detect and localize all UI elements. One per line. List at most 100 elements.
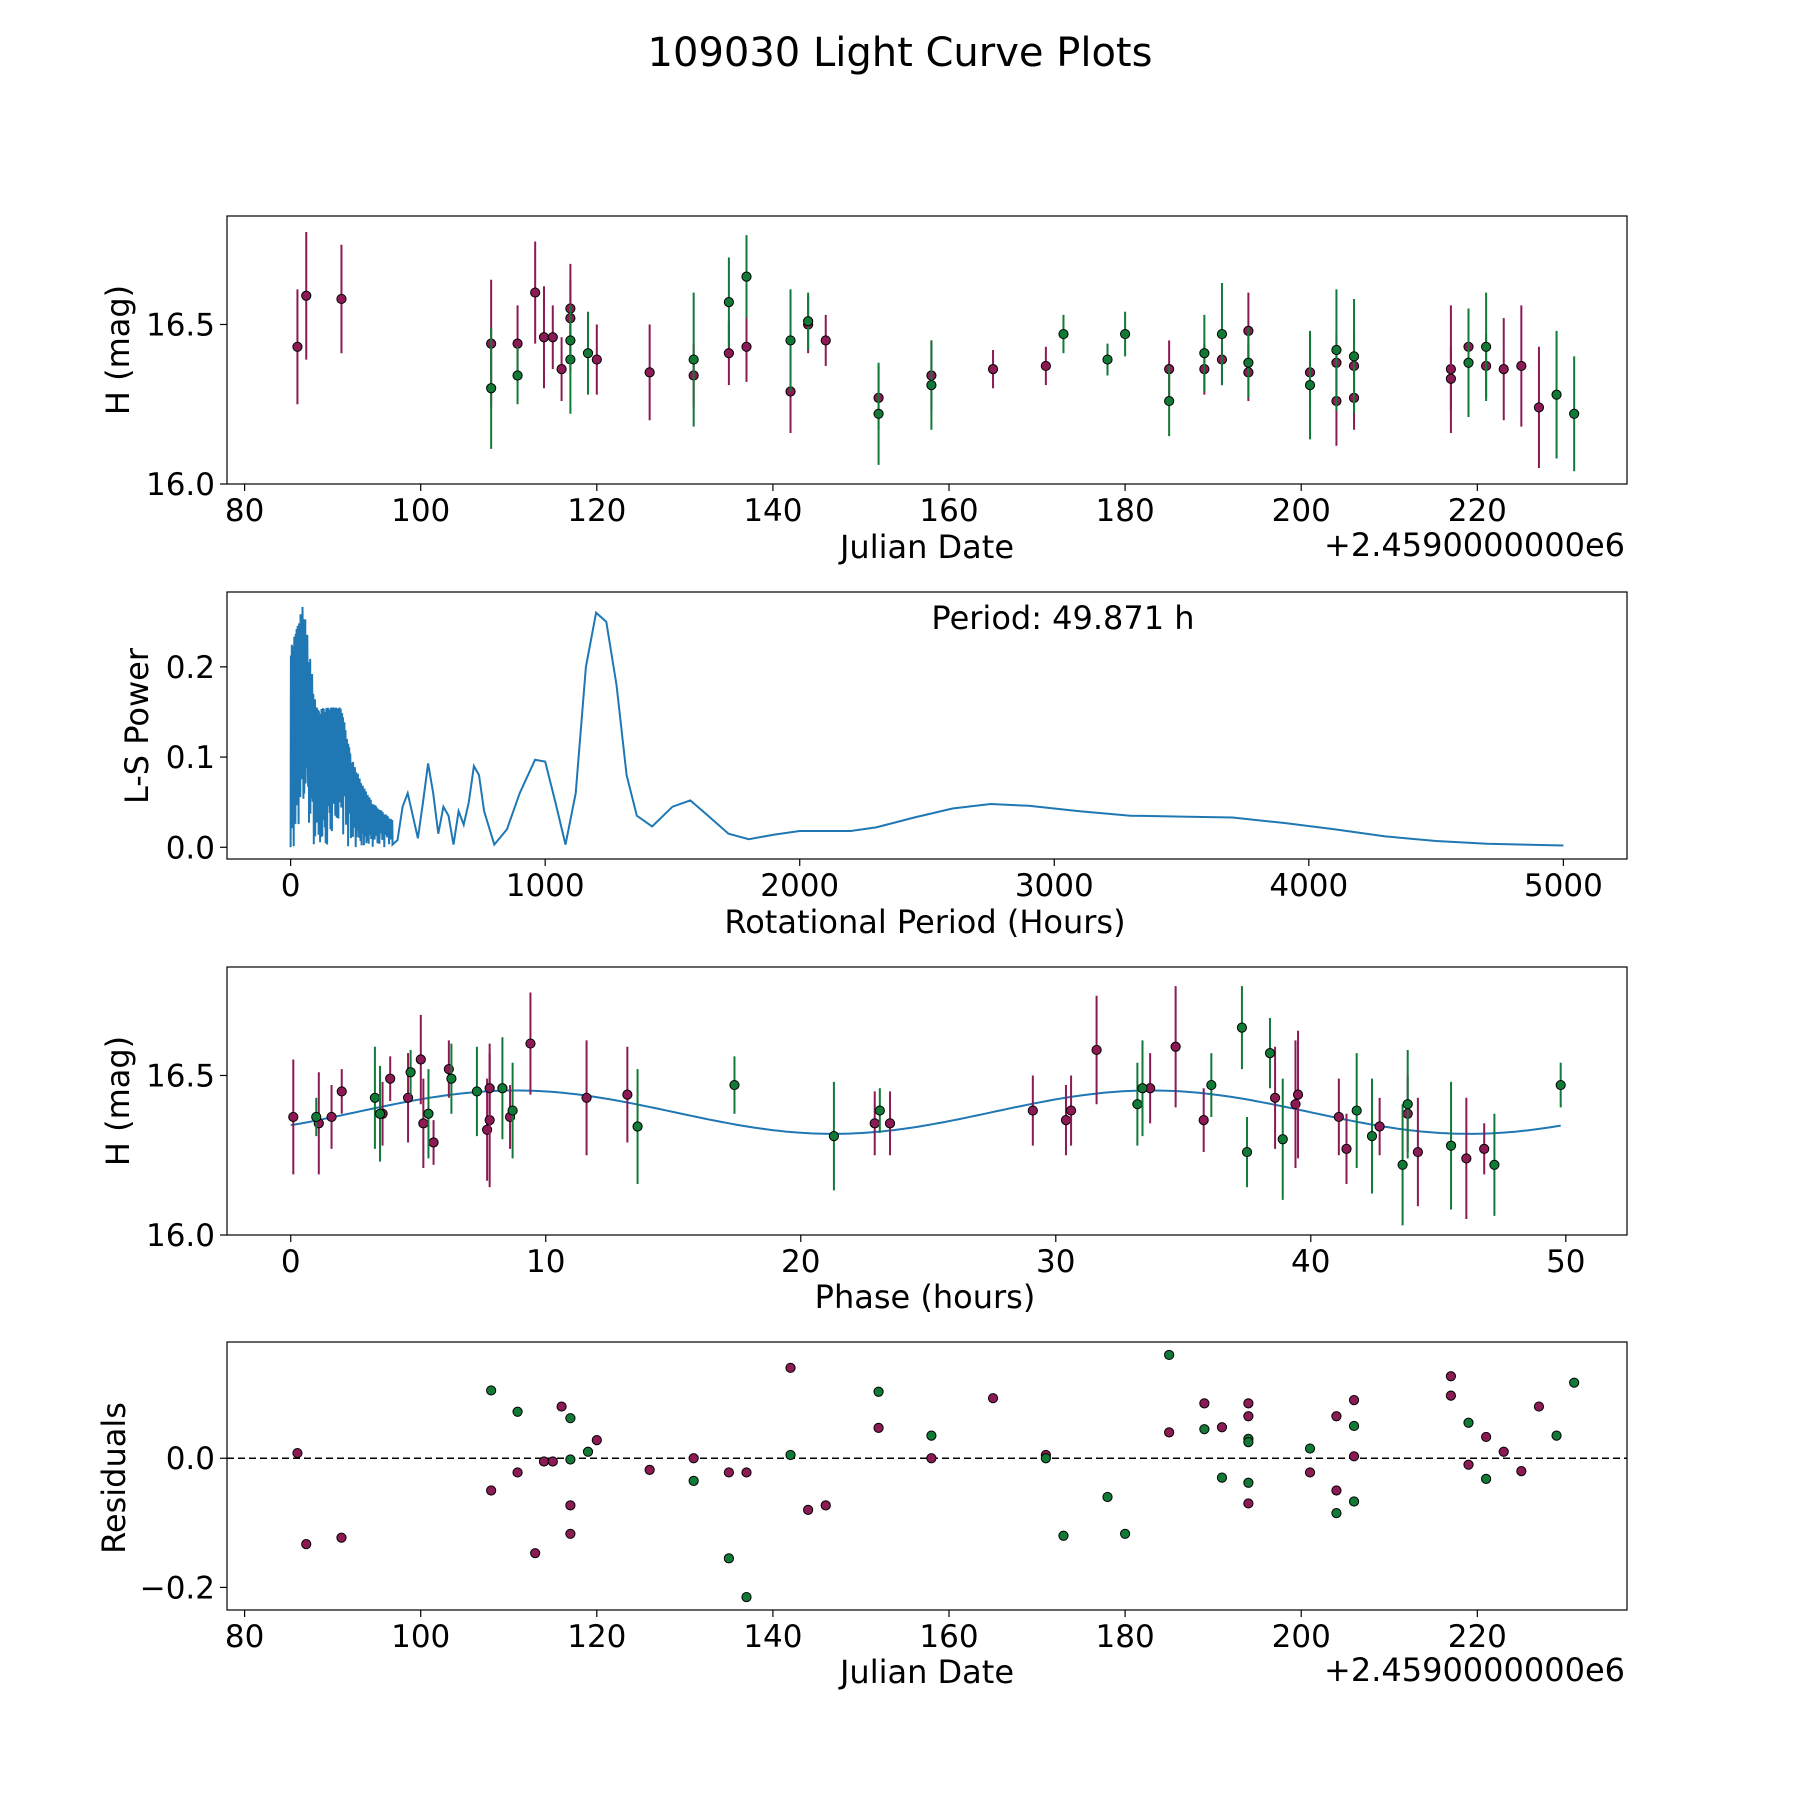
green-data-point: [632, 1121, 643, 1132]
green-data-point: [582, 1446, 594, 1457]
phase-fold-frame: [226, 966, 1628, 1236]
period-annotation: Period: 49.871 h: [931, 599, 1194, 637]
magenta-data-point: [1243, 1398, 1254, 1409]
green-data-point: [1463, 1417, 1474, 1428]
phase-fold-ylabel: H (mag): [99, 1036, 137, 1166]
magenta-data-point: [785, 1362, 796, 1373]
magenta-data-point: [336, 293, 347, 305]
magenta-data-point: [301, 290, 312, 301]
p4-ytick-label: 0.0: [166, 1441, 215, 1477]
green-data-point: [311, 1111, 322, 1123]
periodogram-yticks: 0.0 0.1 0.2: [166, 650, 227, 866]
magenta-data-point: [512, 1467, 523, 1478]
magenta-data-point: [1164, 1427, 1175, 1438]
green-data-point: [1137, 1083, 1148, 1094]
magenta-data-point: [525, 1038, 536, 1049]
light-curve-yticks: 16.0 16.5: [146, 307, 227, 503]
green-data-point: [512, 370, 523, 381]
green-data-point: [1348, 351, 1360, 362]
p4-xtick-label: 100: [391, 1619, 450, 1655]
green-data-point: [1348, 1496, 1360, 1507]
green-data-point: [1199, 348, 1210, 359]
magenta-data-point: [336, 1086, 347, 1097]
magenta-data-point: [301, 1539, 312, 1550]
green-data-point: [741, 1591, 752, 1603]
p2-xtick-label: 2000: [760, 868, 839, 904]
magenta-data-point: [644, 1464, 655, 1475]
magenta-data-point: [591, 1435, 602, 1446]
green-data-point: [405, 1067, 416, 1078]
magenta-data-point: [723, 1467, 734, 1478]
p2-ytick-label: 0.1: [166, 740, 215, 776]
p4-xtick-label: 200: [1272, 1619, 1331, 1655]
residuals-ylabel: Residuals: [95, 1402, 133, 1554]
magenta-data-point: [644, 367, 655, 378]
magenta-data-point: [484, 1083, 495, 1094]
green-data-point: [1199, 1424, 1210, 1435]
magenta-data-point: [1333, 1111, 1344, 1123]
light-curve-offset: +2.4590000000e6: [1324, 526, 1625, 564]
phase-fold-xticks: 0 10 20 30 40 50: [281, 1235, 1586, 1280]
green-data-point: [486, 383, 497, 394]
periodogram-ylabel: L-S Power: [118, 647, 156, 804]
p4-xtick-label: 80: [225, 1619, 264, 1655]
magenta-data-point: [1445, 1390, 1456, 1401]
magenta-data-point: [741, 341, 752, 352]
magenta-data-point: [336, 1532, 347, 1543]
p1-xtick-label: 80: [225, 493, 264, 529]
green-data-point: [471, 1086, 483, 1097]
green-data-point: [926, 1430, 937, 1441]
magenta-data-point: [873, 1422, 884, 1433]
green-data-point: [1243, 1436, 1254, 1448]
magenta-data-point: [1479, 1143, 1490, 1154]
light-curve-xticks: 80 100 120 140 160 180 200 220: [225, 484, 1507, 529]
light-curve-data: [292, 231, 1580, 472]
green-data-point: [1164, 1349, 1175, 1361]
green-data-point: [1481, 1473, 1492, 1485]
green-data-point: [828, 1130, 840, 1142]
magenta-data-point: [1331, 1411, 1342, 1422]
light-curve-xlabel: Julian Date: [838, 528, 1014, 566]
magenta-data-point: [987, 1393, 999, 1404]
magenta-data-point: [556, 1401, 567, 1412]
green-data-point: [729, 1079, 740, 1091]
magenta-data-point: [1331, 1485, 1342, 1496]
magenta-data-point: [1304, 1467, 1316, 1478]
green-data-point: [741, 271, 752, 282]
green-data-point: [1445, 1140, 1457, 1151]
phase-fold-yticks: 16.0 16.5: [146, 1058, 227, 1254]
p3-ytick-label: 16.5: [146, 1058, 215, 1094]
magenta-data-point: [1198, 1115, 1209, 1126]
magenta-data-point: [1170, 1041, 1181, 1052]
green-data-point: [1241, 1146, 1253, 1158]
green-data-point: [1277, 1134, 1288, 1145]
magenta-data-point: [565, 1500, 576, 1511]
green-data-point: [1132, 1099, 1143, 1110]
green-data-point: [1120, 328, 1131, 340]
green-data-point: [1243, 1477, 1254, 1488]
p1-xtick-label: 100: [391, 493, 450, 529]
magenta-data-point: [486, 1485, 497, 1496]
p1-xtick-label: 140: [743, 493, 802, 529]
p1-ytick-label: 16.5: [146, 307, 215, 343]
magenta-data-point: [1243, 1411, 1254, 1422]
green-data-point: [1164, 395, 1175, 407]
magenta-data-point: [1027, 1105, 1038, 1116]
green-data-point: [374, 1108, 386, 1119]
light-curve-panel: 80 100 120 140 160 180 200 220 16.0 16.5 Julian …: [99, 215, 1628, 566]
phase-fold-data: [288, 986, 1566, 1226]
residuals-panel: 80 100 120 140 160 180 200 220 −0.2 0.0 Julian D…: [95, 1341, 1628, 1691]
green-data-point: [565, 1454, 576, 1465]
p3-xtick-label: 0: [281, 1244, 301, 1280]
p2-xtick-label: 3000: [1015, 868, 1094, 904]
green-data-point: [688, 354, 699, 365]
magenta-data-point: [1348, 1395, 1360, 1406]
green-data-point: [582, 348, 594, 359]
magenta-data-point: [1292, 1089, 1304, 1100]
magenta-data-point: [1498, 1446, 1509, 1457]
p4-ytick-label: −0.2: [140, 1570, 215, 1606]
green-data-point: [497, 1083, 508, 1094]
magenta-data-point: [869, 1118, 880, 1129]
green-data-point: [1397, 1159, 1408, 1170]
